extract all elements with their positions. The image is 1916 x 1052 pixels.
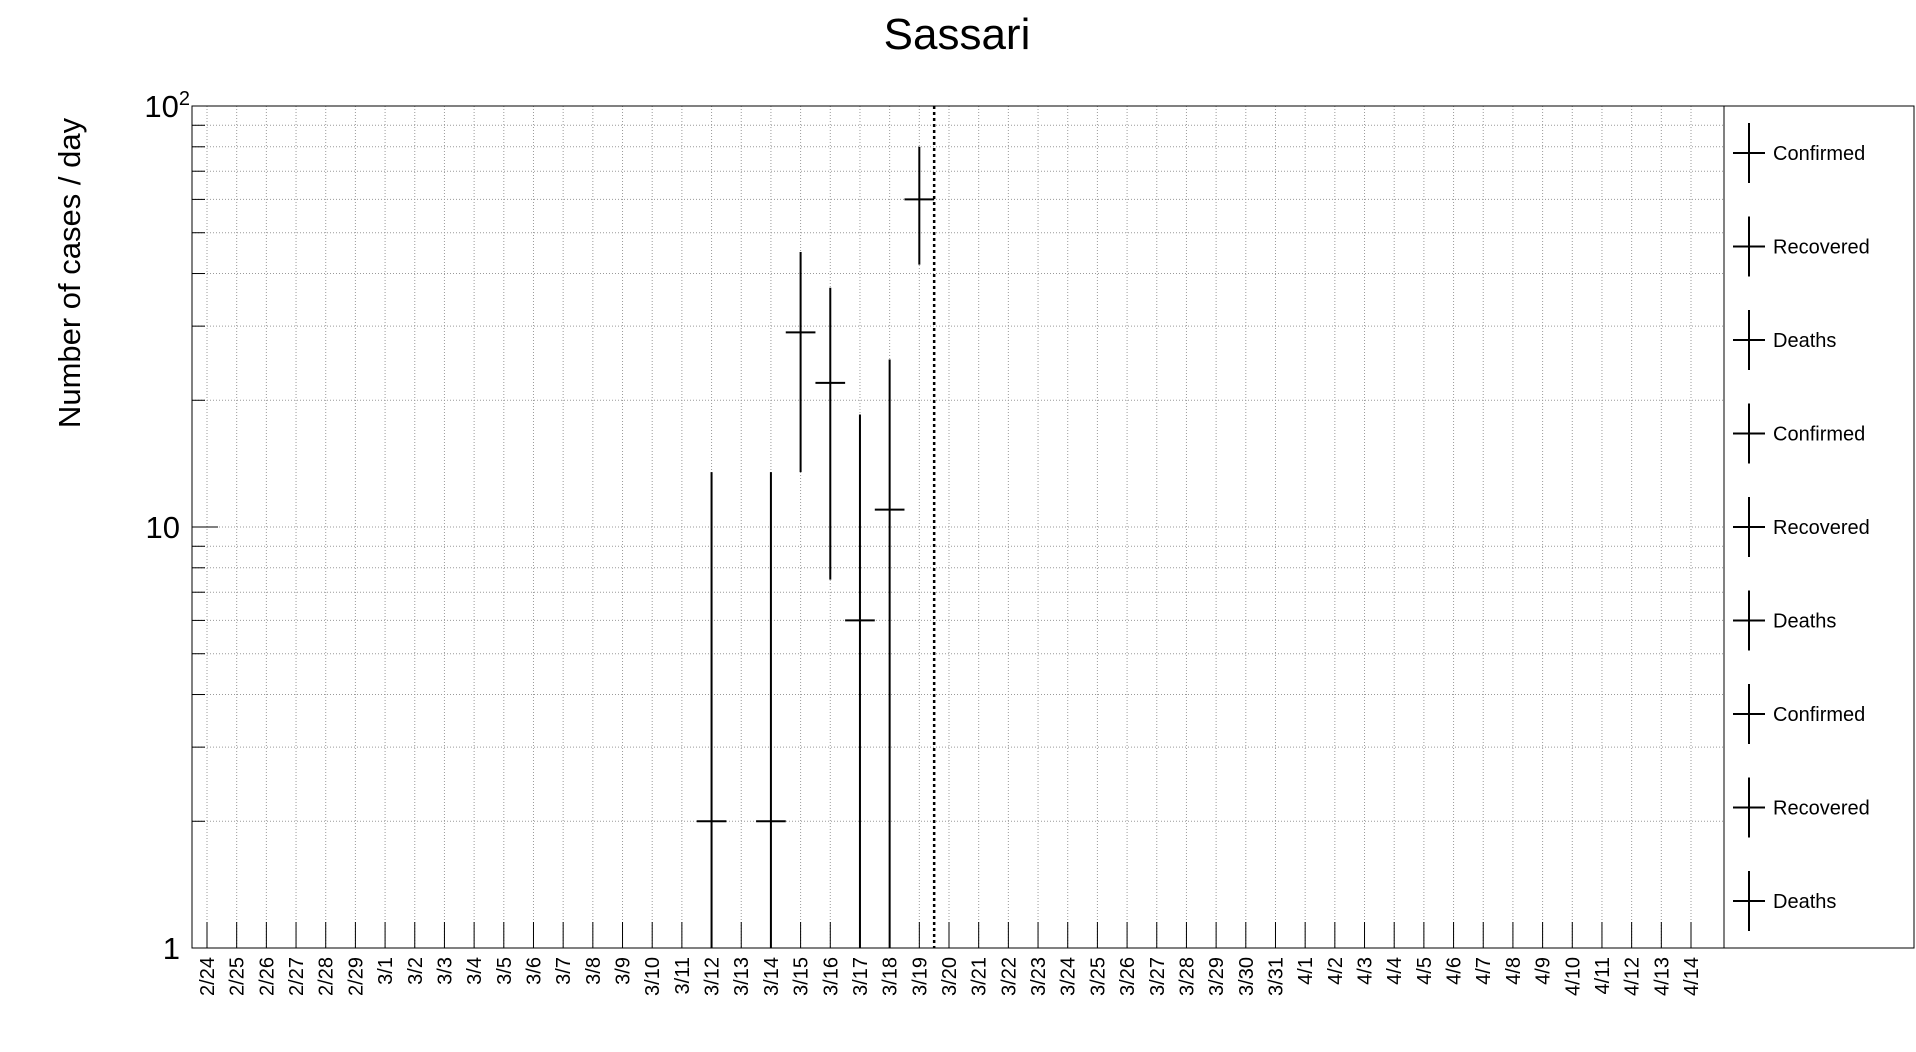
y-tick-label: 102 — [144, 88, 190, 124]
x-tick-label: 3/29 — [1206, 957, 1228, 996]
legend-label: Deaths — [1773, 891, 1836, 913]
x-tick-label: 2/25 — [227, 957, 249, 996]
x-tick-label: 3/28 — [1176, 957, 1198, 996]
x-tick-label: 4/1 — [1295, 957, 1317, 985]
x-tick-label: 3/13 — [731, 957, 753, 996]
x-tick-label: 3/3 — [434, 957, 456, 985]
x-tick-label: 3/30 — [1236, 957, 1258, 996]
x-tick-label: 3/15 — [791, 957, 813, 996]
legend: Confirmed Recovered Deaths Confirmed Recover… — [1723, 105, 1915, 949]
legend-entry: Recovered — [1733, 777, 1870, 838]
legend-label: Deaths — [1773, 611, 1836, 633]
data-point — [696, 472, 727, 948]
x-tick-label: 3/12 — [702, 957, 724, 996]
x-tick-label: 3/5 — [494, 957, 516, 985]
x-tick-label: 4/10 — [1562, 957, 1584, 996]
x-tick-label: 3/26 — [1117, 957, 1139, 996]
x-tick-label: 4/14 — [1681, 957, 1703, 996]
legend-label: Recovered — [1773, 798, 1870, 820]
x-tick-label: 3/6 — [523, 957, 545, 985]
legend-entry: Confirmed — [1733, 123, 1865, 183]
y-tick-label: 1 — [163, 931, 180, 966]
legend-entry: Recovered — [1733, 216, 1870, 277]
x-tick-label: 3/23 — [1028, 957, 1050, 996]
x-tick-label: 3/2 — [405, 957, 427, 985]
x-tick-label: 3/8 — [583, 957, 605, 985]
legend-entry: Deaths — [1733, 871, 1836, 931]
legend-entry: Deaths — [1733, 590, 1836, 651]
legend-entry: Confirmed — [1733, 403, 1865, 464]
y-axis-label: Number of cases / day — [52, 117, 87, 428]
legend-label: Confirmed — [1773, 143, 1865, 165]
x-tick-label: 4/12 — [1622, 957, 1644, 996]
x-tick-label: 4/11 — [1592, 957, 1614, 994]
x-tick-label: 3/19 — [909, 957, 931, 996]
x-tick-label: 3/21 — [969, 957, 991, 996]
legend-entry: Recovered — [1733, 497, 1870, 557]
legend-label: Deaths — [1773, 330, 1836, 352]
x-tick-label: 3/20 — [939, 957, 961, 996]
x-tick-label: 3/18 — [880, 957, 902, 996]
legend-label: Confirmed — [1773, 424, 1865, 446]
x-tick-label: 4/3 — [1355, 957, 1377, 985]
x-tick-label: 4/2 — [1325, 957, 1347, 985]
x-tick-label: 3/9 — [613, 957, 635, 985]
x-tick-label: 3/16 — [820, 957, 842, 996]
data-point — [756, 472, 786, 948]
data-series — [696, 146, 935, 948]
x-tick-label: 3/11 — [672, 957, 694, 994]
y-axis: 1 10 102 — [144, 88, 218, 966]
data-point — [845, 414, 875, 948]
x-tick-label: 2/27 — [286, 957, 308, 996]
data-point — [874, 359, 905, 948]
x-tick-label: 3/22 — [998, 957, 1020, 996]
legend-label: Confirmed — [1773, 704, 1865, 726]
x-tick-label: 3/27 — [1147, 957, 1169, 996]
x-tick-label: 3/7 — [553, 957, 575, 985]
x-tick-label: 3/1 — [375, 957, 397, 985]
x-tick-label: 4/9 — [1533, 957, 1555, 985]
x-tick-label: 4/6 — [1444, 957, 1466, 985]
data-point — [785, 251, 816, 473]
x-tick-label: 2/29 — [345, 957, 367, 996]
legend-label: Recovered — [1773, 517, 1870, 539]
x-tick-label: 3/14 — [761, 957, 783, 996]
legend-entry: Deaths — [1733, 310, 1836, 370]
legend-entry: Confirmed — [1733, 684, 1865, 744]
x-tick-label: 4/7 — [1473, 957, 1495, 985]
x-tick-label: 3/31 — [1265, 957, 1287, 996]
x-tick-label: 3/17 — [850, 957, 872, 996]
x-tick-label: 3/25 — [1087, 957, 1109, 996]
x-tick-label: 3/10 — [642, 957, 664, 996]
x-tick-label: 3/24 — [1058, 957, 1080, 996]
x-tick-label: 4/8 — [1503, 957, 1525, 985]
data-point — [904, 146, 935, 265]
chart-title: Sassari — [884, 10, 1031, 59]
x-tick-label: 4/4 — [1384, 957, 1406, 985]
x-tick-label: 2/26 — [256, 957, 278, 996]
y-tick-label: 10 — [146, 510, 180, 545]
x-tick-label: 2/28 — [316, 957, 338, 996]
x-tick-label: 4/13 — [1651, 957, 1673, 996]
x-tick-label: 3/4 — [464, 957, 486, 985]
legend-label: Recovered — [1773, 237, 1870, 259]
x-tick-label: 2/24 — [197, 957, 219, 996]
x-axis: 2/24 2/25 2/26 2/27 2/28 2/29 3/1 3/2 3/3 3/4 3/5 3… — [197, 922, 1703, 996]
x-tick-label: 4/5 — [1414, 957, 1436, 985]
data-point — [815, 287, 846, 580]
